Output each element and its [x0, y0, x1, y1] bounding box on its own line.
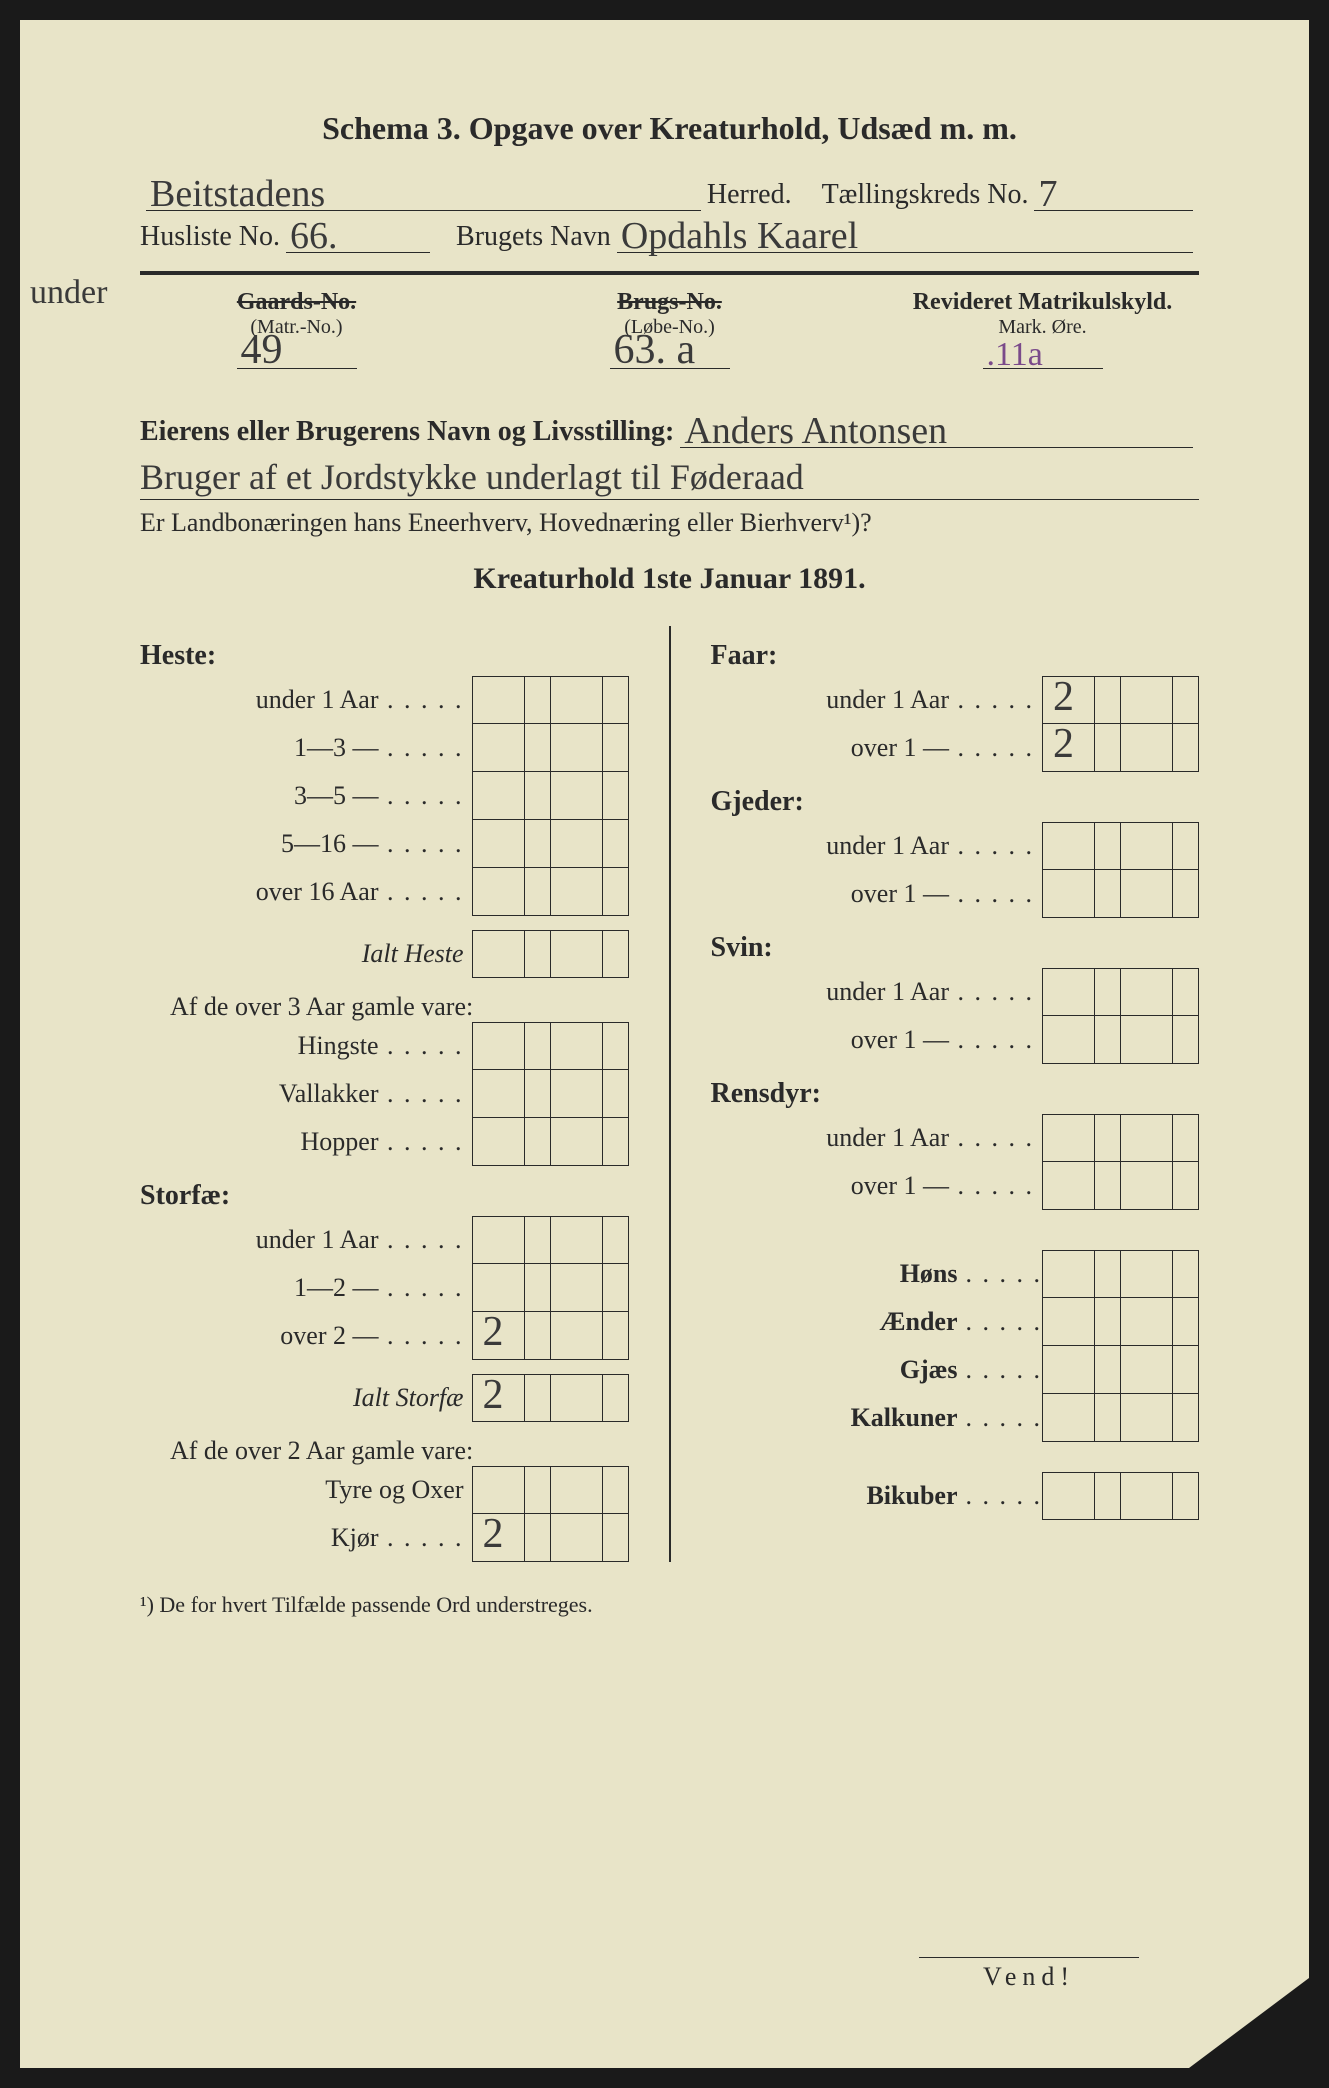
gaards-sub: (Matr.-No.): [140, 316, 453, 339]
owner-question: Er Landbonæringen hans Eneerhverv, Hoved…: [140, 508, 1199, 538]
brugs-label: Brugs-No.: [513, 289, 826, 316]
storfae-o2: over 2 —: [140, 1321, 472, 1351]
gjeder-u1: under 1 Aar: [711, 831, 1043, 861]
heste-516: 5—16 —: [140, 829, 472, 859]
kalkuner: Kalkuner: [711, 1403, 966, 1433]
vend-label: Vend!: [919, 1957, 1139, 1992]
heste-35: 3—5 —: [140, 781, 472, 811]
svin-o1: over 1 —: [711, 1025, 1043, 1055]
gjaes: Gjæs: [711, 1355, 966, 1385]
rev-val: .11a: [987, 336, 1043, 374]
right-column: Faar: under 1 Aar 2 over 1 — 2 Gjeder: und…: [711, 626, 1200, 1562]
kjor: Kjør: [140, 1523, 472, 1553]
left-column: Heste: under 1 Aar 1—3 — 3—5 — 5—16 — ov…: [140, 626, 629, 1562]
hons: Høns: [711, 1259, 966, 1289]
data-columns: Heste: under 1 Aar 1—3 — 3—5 — 5—16 — ov…: [140, 626, 1199, 1562]
heste-head: Heste:: [140, 640, 629, 672]
rev-col: Revideret Matrikulskyld. Mark. Øre. .11a: [886, 289, 1199, 374]
heste-u1: under 1 Aar: [140, 685, 472, 715]
gaards-label: Gaards-No.: [140, 289, 453, 316]
ialt-heste: Ialt Heste: [140, 939, 472, 969]
census-form-page: Schema 3. Opgave over Kreaturhold, Udsæd…: [20, 20, 1309, 2068]
husliste-label: Husliste No.: [140, 221, 280, 253]
heste-o16: over 16 Aar: [140, 877, 472, 907]
svin-head: Svin:: [711, 932, 1200, 964]
ialt-storf: Ialt Storfæ: [140, 1383, 472, 1413]
af3-label: Af de over 3 Aar gamle vare:: [140, 992, 629, 1022]
hingste: Hingste: [140, 1031, 472, 1061]
corner-tear: [1189, 1978, 1309, 2068]
kreds-label: Tællingskreds No.: [822, 179, 1029, 211]
kjor-val: 2: [483, 1510, 504, 1558]
bruget-value: Opdahls Kaarel: [621, 214, 858, 258]
svin-u1: under 1 Aar: [711, 977, 1043, 1007]
owner-row: Eierens eller Brugerens Navn og Livsstil…: [140, 414, 1199, 448]
owner-line2: Bruger af et Jordstykke underlagt til Fø…: [140, 456, 1199, 500]
bikuber: Bikuber: [711, 1481, 966, 1511]
herred-label: Herred.: [707, 179, 792, 211]
bruget-label: Brugets Navn: [456, 221, 611, 253]
gaards-col: Gaards-No. (Matr.-No.) 49: [140, 289, 453, 374]
husliste-row: Husliste No. 66. Brugets Navn Opdahls Ka…: [140, 219, 1199, 253]
vallakker: Vallakker: [140, 1079, 472, 1109]
rensdyr-o1: over 1 —: [711, 1171, 1043, 1201]
husliste-value: 66.: [290, 214, 338, 258]
storfae-head: Storfæ:: [140, 1180, 629, 1212]
owner-label: Eierens eller Brugerens Navn og Livsstil…: [140, 416, 674, 448]
faar-u1-val: 2: [1053, 673, 1074, 721]
side-handwriting: under: [30, 274, 107, 380]
form-title: Schema 3. Opgave over Kreaturhold, Udsæd…: [140, 110, 1199, 147]
storfae-u1: under 1 Aar: [140, 1225, 472, 1255]
gaards-header: Gaards-No. (Matr.-No.) 49 Brugs-No. (Løb…: [140, 289, 1199, 374]
hopper: Hopper: [140, 1127, 472, 1157]
rensdyr-u1: under 1 Aar: [711, 1123, 1043, 1153]
kreds-value: 7: [1038, 172, 1057, 216]
section-title: Kreaturhold 1ste Januar 1891.: [140, 562, 1199, 596]
gjeder-o1: over 1 —: [711, 879, 1043, 909]
brugs-col: Brugs-No. (Løbe-No.) 63. a: [513, 289, 826, 374]
footnote: ¹) De for hvert Tilfælde passende Ord un…: [140, 1592, 1199, 1618]
heste-13: 1—3 —: [140, 733, 472, 763]
herred-row: Beitstadens Herred. Tællingskreds No. 7: [140, 177, 1199, 211]
brugs-val: 63. a: [614, 326, 696, 374]
faar-head: Faar:: [711, 640, 1200, 672]
gjeder-head: Gjeder:: [711, 786, 1200, 818]
storfae-o2-val: 2: [483, 1308, 504, 1356]
rev-label: Revideret Matrikulskyld.: [886, 289, 1199, 316]
faar-o1: over 1 —: [711, 733, 1043, 763]
faar-o1-val: 2: [1053, 720, 1074, 768]
af2-label: Af de over 2 Aar gamle vare:: [140, 1436, 629, 1466]
gaards-val: 49: [241, 326, 283, 374]
vertical-separator: [669, 626, 671, 1562]
rule-1: [140, 271, 1199, 275]
tyre: Tyre og Oxer: [140, 1475, 472, 1505]
aender: Ænder: [711, 1307, 966, 1337]
owner-name: Anders Antonsen: [684, 409, 947, 453]
storfae-12: 1—2 —: [140, 1273, 472, 1303]
ialt-storf-val: 2: [483, 1371, 504, 1419]
herred-handwriting: Beitstadens: [150, 172, 325, 216]
faar-u1: under 1 Aar: [711, 685, 1043, 715]
rensdyr-head: Rensdyr:: [711, 1078, 1200, 1110]
